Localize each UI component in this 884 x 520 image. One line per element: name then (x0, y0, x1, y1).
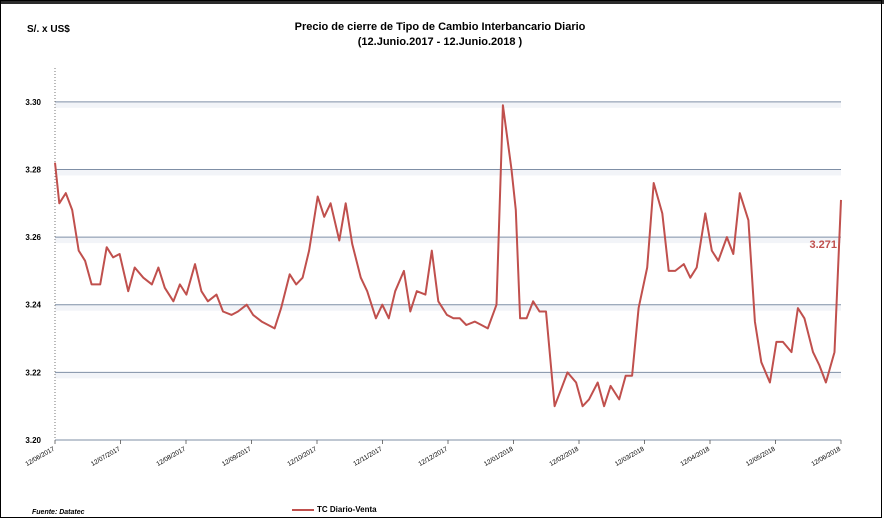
chart-legend: TC Diario-Venta (292, 505, 377, 514)
last-value-label: 3.271 (809, 239, 837, 251)
chart-title: Precio de cierre de Tipo de Cambio Inter… (200, 20, 680, 50)
y-axis-unit-label: S/. x US$ (27, 24, 70, 35)
x-tick-label: 12/08/2017 (155, 445, 187, 468)
x-tick-label: 12/05/2018 (745, 445, 777, 468)
grid-band (55, 237, 841, 244)
window-top-edge (0, 0, 884, 4)
x-tick-label: 12/02/2018 (548, 445, 580, 468)
x-tick-label: 12/04/2018 (679, 445, 711, 468)
grid-band (55, 372, 841, 379)
x-tick-label: 12/10/2017 (286, 445, 318, 468)
x-tick-label: 12/11/2017 (352, 445, 384, 467)
x-tick-label: 12/06/2018 (810, 445, 842, 468)
y-tick-label: 3.30 (25, 98, 41, 107)
y-tick-label: 3.28 (25, 165, 41, 174)
y-tick-label: 3.24 (25, 301, 41, 310)
series-line-tc-diario-venta (54, 104, 842, 408)
x-tick-label: 12/07/2017 (90, 445, 122, 468)
y-tick-label: 3.26 (25, 233, 41, 242)
source-note: Fuente: Datatec (32, 509, 85, 516)
grid-band (55, 101, 841, 108)
chart-title-line2: (12.Junio.2017 - 12.Junio.2018 ) (357, 36, 523, 48)
x-tick-label: 12/01/2018 (483, 445, 515, 468)
x-tick-label: 12/09/2017 (221, 445, 253, 468)
grid-band (55, 169, 841, 176)
x-tick-label: 12/03/2018 (614, 445, 646, 468)
y-tick-label: 3.22 (25, 368, 41, 377)
x-tick-label: 12/12/2017 (417, 445, 449, 468)
grid-band (55, 304, 841, 311)
y-tick-label: 3.20 (25, 436, 41, 445)
legend-label: TC Diario-Venta (317, 505, 377, 514)
x-tick-label: 12/06/2017 (24, 445, 56, 468)
chart-title-line1: Precio de cierre de Tipo de Cambio Inter… (294, 21, 586, 33)
legend-swatch-line (292, 508, 314, 511)
